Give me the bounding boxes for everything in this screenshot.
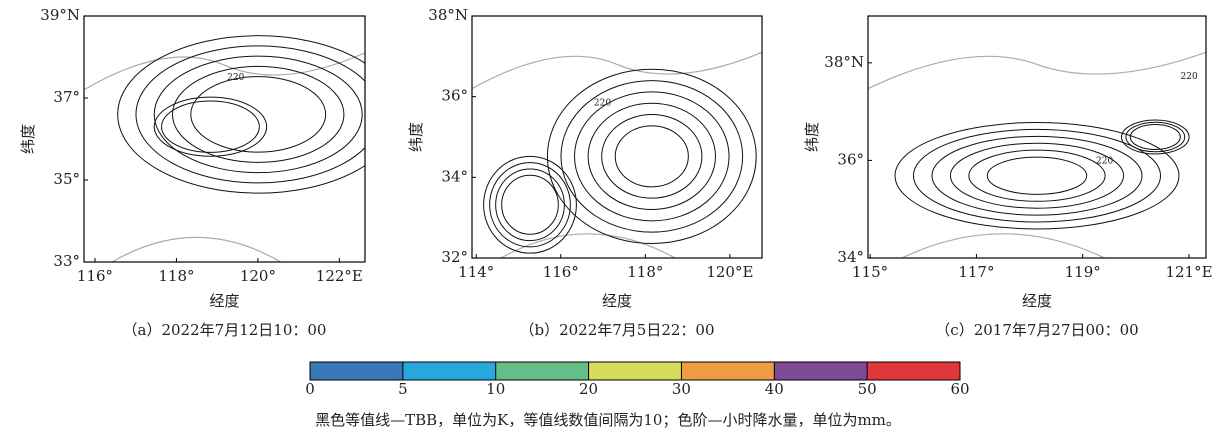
colorbar-tick-label: 40 (765, 380, 784, 398)
contour (560, 80, 744, 233)
x-tick-label: 115° (852, 263, 888, 281)
colorbar-tick-label: 0 (305, 380, 315, 398)
map-frame (83, 15, 366, 263)
x-tick-label: 120° (240, 267, 276, 285)
colorbar-tick-label: 20 (579, 380, 598, 398)
colorbar-tick-label: 60 (950, 380, 969, 398)
contour (1121, 119, 1190, 155)
y-tick-label: 37° (53, 88, 80, 106)
boundary (868, 51, 1206, 90)
y-tick-label: 34° (837, 248, 864, 266)
contour (574, 91, 730, 222)
y-tick-label: 33° (53, 252, 80, 270)
contour (172, 65, 345, 163)
caption: （c）2017年7月27日00：00 (935, 321, 1138, 339)
colorbar-segment (402, 362, 496, 380)
map-frame (471, 15, 763, 259)
x-axis-label: 经度 (602, 292, 632, 310)
contour-label: 220 (1181, 72, 1198, 82)
y-tick-label: 36° (837, 150, 864, 168)
colorbar-segment (310, 362, 403, 380)
y-tick-label: 39°N (40, 6, 80, 24)
x-tick-label: 119° (1065, 263, 1101, 281)
contour (968, 149, 1106, 202)
x-tick-label: 117° (958, 263, 994, 281)
contour (161, 100, 260, 153)
contour (153, 96, 268, 157)
colorbar-tick-label: 10 (486, 380, 505, 398)
y-axis-label: 纬度 (19, 124, 37, 154)
map-frame (867, 15, 1207, 259)
x-tick-label: 122°E (316, 267, 363, 285)
contour (546, 68, 757, 244)
contour (153, 55, 363, 174)
boundary (84, 52, 365, 91)
boundary (500, 233, 676, 258)
contour (190, 76, 327, 153)
contour-label: 220 (227, 73, 244, 83)
y-tick-label: 32° (441, 248, 468, 266)
y-axis-label: 纬度 (407, 122, 425, 152)
x-axis-label: 经度 (1022, 292, 1052, 310)
colorbar-tick-label: 50 (858, 380, 877, 398)
y-tick-label: 38°N (824, 53, 864, 71)
map-area (84, 35, 365, 262)
x-axis-label: 经度 (209, 292, 239, 310)
colorbar-tick-label: 5 (398, 380, 408, 398)
caption: （a）2022年7月12日10：00 (123, 321, 327, 339)
boundary (472, 51, 762, 90)
contour (949, 142, 1125, 209)
contour (894, 121, 1180, 230)
x-tick-label: 118° (158, 267, 194, 285)
x-tick-label: 120°E (706, 263, 753, 281)
y-tick-label: 36° (441, 87, 468, 105)
colorbar-segment (774, 362, 868, 380)
caption: （b）2022年7月5日22：00 (519, 321, 714, 339)
colorbar-segment (588, 362, 682, 380)
contour (1129, 123, 1181, 151)
x-tick-label: 114° (458, 263, 494, 281)
colorbar-segment (681, 362, 775, 380)
contour-label: 220 (1096, 157, 1113, 167)
contour (495, 168, 565, 242)
contour-label: 220 (594, 99, 611, 109)
y-tick-label: 38°N (428, 6, 468, 24)
y-axis-label: 纬度 (803, 122, 821, 152)
y-tick-label: 34° (441, 167, 468, 185)
contour (587, 102, 716, 211)
contour (614, 125, 689, 188)
contour (483, 155, 577, 254)
x-tick-label: 118° (627, 263, 663, 281)
contour (489, 162, 571, 248)
contour (501, 174, 559, 235)
contour (601, 114, 703, 199)
colorbar-segment (867, 362, 960, 380)
map-area (472, 51, 762, 258)
contour (986, 156, 1088, 195)
colorbar-segment (495, 362, 589, 380)
contour (135, 45, 365, 184)
boundary (901, 233, 1105, 258)
map-area (868, 51, 1206, 258)
contour (117, 35, 365, 194)
x-tick-label: 121°E (1165, 263, 1212, 281)
contour (931, 135, 1143, 216)
contour (912, 128, 1162, 223)
contour (1125, 121, 1186, 153)
colorbar-tick-label: 30 (672, 380, 691, 398)
y-tick-label: 35° (53, 170, 80, 188)
note: 黑色等值线—TBB，单位为K，等值线数值间隔为10；色阶—小时降水量，单位为mm… (315, 411, 901, 429)
boundary (111, 236, 282, 262)
x-tick-label: 116° (543, 263, 579, 281)
x-tick-label: 116° (77, 267, 113, 285)
